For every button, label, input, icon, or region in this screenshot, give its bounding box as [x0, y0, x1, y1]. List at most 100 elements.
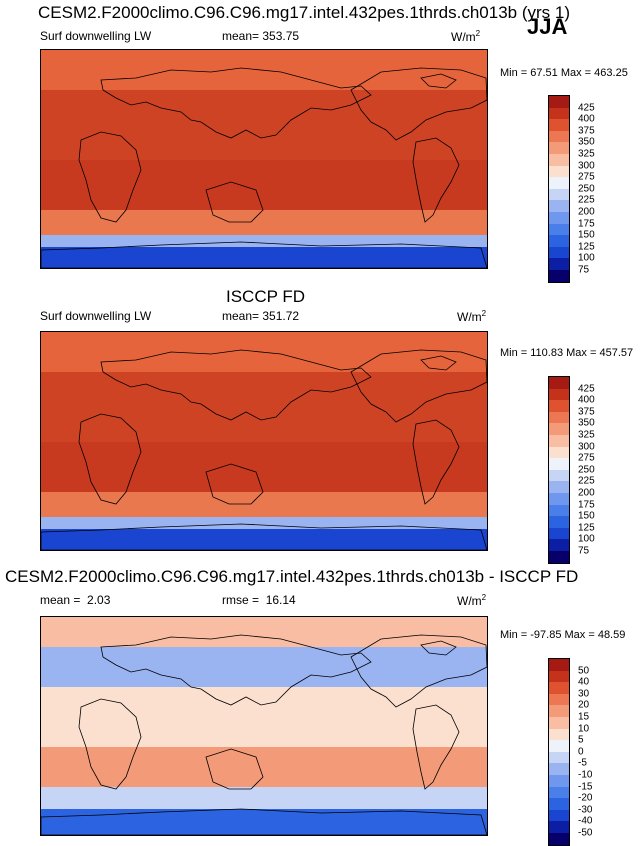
- colorbar-tick-label: 250: [578, 464, 595, 476]
- colorbar-tick-label: -50: [578, 827, 593, 839]
- colorbar-tick-label: 375: [578, 406, 595, 418]
- colorbar-tick-label: 125: [578, 522, 595, 534]
- colorbar-tick-label: 175: [578, 218, 595, 230]
- colorbar-tick-label: 200: [578, 206, 595, 218]
- colorbar-tick-label: 0: [578, 746, 584, 758]
- map-color-band: [41, 247, 487, 268]
- panel3-mean: mean = 2.03: [40, 593, 111, 607]
- colorbar-tick-label: 275: [578, 171, 595, 183]
- colorbar-tick-label: 425: [578, 102, 595, 114]
- colorbar-segment: [549, 492, 569, 505]
- colorbar-segment: [549, 751, 569, 764]
- coastline: [205, 748, 264, 790]
- map-color-band: [41, 687, 487, 747]
- panel1-colorbar: [548, 95, 570, 283]
- colorbar-segment: [549, 258, 569, 270]
- colorbar-tick-label: 350: [578, 417, 595, 429]
- coastline: [420, 73, 457, 89]
- colorbar-segment: [549, 516, 569, 528]
- colorbar-segment: [549, 165, 569, 178]
- map-color-band: [41, 210, 487, 235]
- colorbar-tick-label: 425: [578, 383, 595, 395]
- panel3-units: W/m2: [457, 593, 487, 608]
- map-color-band: [41, 529, 487, 550]
- panel1-title: CESM2.F2000climo.C96.C96.mg17.intel.432p…: [38, 3, 570, 22]
- panel3-map: [40, 616, 488, 836]
- colorbar-segment: [549, 740, 569, 752]
- colorbar-tick-label: 250: [578, 183, 595, 195]
- colorbar-segment: [549, 96, 569, 108]
- coastline: [412, 419, 460, 505]
- colorbar-segment: [549, 142, 569, 154]
- map-color-band: [41, 372, 487, 442]
- colorbar-tick-label: 50: [578, 665, 590, 677]
- map-color-band: [41, 747, 487, 787]
- coastline: [412, 704, 460, 790]
- colorbar-segment: [549, 682, 569, 694]
- colorbar-segment: [549, 550, 569, 563]
- colorbar-tick-label: 225: [578, 475, 595, 487]
- map-color-band: [41, 90, 487, 160]
- coastline: [100, 67, 372, 139]
- colorbar-tick-label: 300: [578, 441, 595, 453]
- colorbar-segment: [549, 388, 569, 401]
- map-color-band: [41, 492, 487, 517]
- colorbar-tick-label: 100: [578, 252, 595, 264]
- panel1-minmax: Min = 67.51 Max = 463.25: [500, 67, 628, 79]
- colorbar-tick-label: 175: [578, 499, 595, 511]
- panel2-title: ISCCP FD: [226, 287, 306, 306]
- colorbar-tick-label: 5: [578, 734, 584, 746]
- coastline: [205, 181, 264, 223]
- colorbar-segment: [549, 107, 569, 120]
- colorbar-tick-label: -30: [578, 804, 593, 816]
- coastline: [420, 355, 457, 371]
- coastline: [78, 131, 142, 223]
- panel3-rmse: rmse = 16.14: [222, 593, 296, 607]
- colorbar-tick-label: -20: [578, 792, 593, 804]
- colorbar-tick-label: 40: [578, 676, 590, 688]
- colorbar-tick-label: 15: [578, 711, 590, 723]
- coastline: [41, 808, 487, 835]
- colorbar-segment: [549, 235, 569, 247]
- colorbar-segment: [549, 269, 569, 282]
- coastline: [41, 241, 487, 268]
- colorbar-tick-label: 100: [578, 533, 595, 545]
- coastline: [78, 413, 142, 505]
- colorbar-segment: [549, 446, 569, 459]
- colorbar-tick-label: 150: [578, 229, 595, 241]
- colorbar-segment: [549, 223, 569, 236]
- coastline: [100, 349, 372, 421]
- colorbar-segment: [549, 539, 569, 551]
- panel2-units: W/m2: [457, 309, 487, 324]
- colorbar-tick-label: 325: [578, 429, 595, 441]
- colorbar-segment: [549, 188, 569, 201]
- colorbar-segment: [549, 177, 569, 189]
- colorbar-segment: [549, 423, 569, 435]
- colorbar-segment: [549, 693, 569, 706]
- panel2-map: [40, 331, 488, 551]
- colorbar-tick-label: 375: [578, 125, 595, 137]
- colorbar-tick-label: 10: [578, 723, 590, 735]
- colorbar-segment: [549, 832, 569, 845]
- colorbar-segment: [549, 411, 569, 424]
- coastline: [78, 698, 142, 790]
- colorbar-tick-label: -40: [578, 815, 593, 827]
- colorbar-tick-label: 75: [578, 264, 590, 276]
- panel3-minmax: Min = -97.85 Max = 48.59: [500, 629, 626, 641]
- colorbar-segment: [549, 434, 569, 447]
- colorbar-segment: [549, 377, 569, 389]
- colorbar-segment: [549, 774, 569, 787]
- colorbar-segment: [549, 527, 569, 540]
- colorbar-segment: [549, 469, 569, 482]
- colorbar-tick-label: -10: [578, 769, 593, 781]
- panel2-colorbar: [548, 376, 570, 564]
- colorbar-tick-label: 325: [578, 148, 595, 160]
- colorbar-segment: [549, 481, 569, 493]
- colorbar-segment: [549, 211, 569, 224]
- map-color-band: [41, 442, 487, 492]
- colorbar-segment: [549, 130, 569, 143]
- colorbar-tick-label: 400: [578, 394, 595, 406]
- map-color-band: [41, 787, 487, 809]
- colorbar-segment: [549, 809, 569, 822]
- season-label: JJA: [527, 14, 568, 39]
